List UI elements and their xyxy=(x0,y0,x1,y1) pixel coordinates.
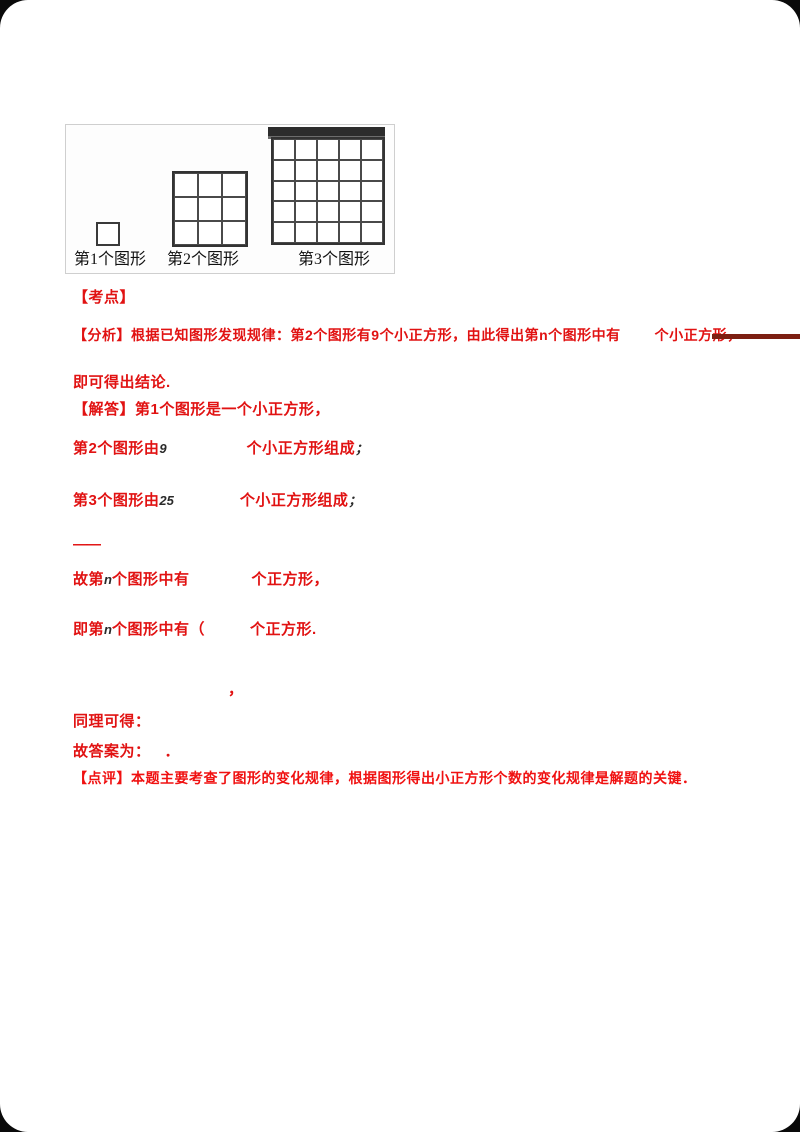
figure-2-label: 第2个图形 xyxy=(167,251,240,268)
figure-1-label: 第1个图形 xyxy=(74,251,147,268)
ink-var-n: n xyxy=(104,572,112,587)
answer-line-2-suffix: 个小正方形组成 xyxy=(246,440,356,457)
figure-3-grid xyxy=(271,137,385,245)
analysis-overflow-rule xyxy=(712,334,800,339)
answer-line-3: 第3个图形由25 个小正方形组成； xyxy=(73,489,361,510)
answer-line-3-prefix: 第3个图形由 xyxy=(73,492,160,509)
analysis-text-2: 个小正方形， xyxy=(654,327,742,343)
exam-point-header: 【考点】 xyxy=(73,289,136,306)
answer-line-5: 即第n个图形中有（ 个正方形. xyxy=(73,618,317,639)
missing-formula-gap xyxy=(205,633,250,634)
answer-line-5-p3: 个正方形. xyxy=(249,621,317,638)
ellipsis-dash: —— xyxy=(73,536,101,553)
answer-line-4: 故第n个图形中有 个正方形， xyxy=(73,568,329,589)
ink-answer-9: 9 xyxy=(159,441,167,456)
missing-formula-gap xyxy=(174,504,240,505)
missing-formula-gap xyxy=(189,583,251,584)
figure-1-grid xyxy=(96,222,120,246)
missing-formula-gap xyxy=(621,339,655,340)
answer-line-1: 【解答】第1个图形是一个小正方形， xyxy=(73,401,330,418)
answer-line-7: 故答案为： ． xyxy=(73,740,180,761)
figure-2-grid xyxy=(172,171,248,247)
answer-line-4-p3: 个正方形， xyxy=(251,571,329,588)
comment-line: 【点评】本题主要考查了图形的变化规律，根据图形得出小正方形个数的变化规律是解题的… xyxy=(73,770,697,786)
ink-var-n: n xyxy=(104,622,112,637)
figure-panel: 第1个图形 第2个图形 第3个图形 xyxy=(65,124,395,274)
figure-3-top-bar xyxy=(268,127,385,136)
answer-line-4-p1: 故第 xyxy=(73,571,105,588)
ink-tail: ； xyxy=(355,441,369,456)
answer-line-3-suffix: 个小正方形组成 xyxy=(239,492,349,509)
answer-line-2: 第2个图形由9 个小正方形组成； xyxy=(73,437,368,458)
ink-tail: ； xyxy=(348,493,362,508)
answer-line-7-tail: ． xyxy=(164,743,181,760)
answer-line-7-prefix: 故答案为： xyxy=(73,743,151,760)
answer-line-2-prefix: 第2个图形由 xyxy=(73,440,160,457)
missing-formula-gap xyxy=(167,452,247,453)
answer-line-5-p1: 即第 xyxy=(73,621,105,638)
answer-line-5-p2: 个图形中有（ xyxy=(111,621,205,638)
ink-answer-25: 25 xyxy=(159,493,174,508)
answer-line-4-p2: 个图形中有 xyxy=(111,571,190,588)
figure-3-label: 第3个图形 xyxy=(298,251,371,268)
analysis-text-1: 【分析】根据已知图形发现规律：第2个图形有9个小正方形，由此得出第n个图形中有 xyxy=(73,327,621,343)
answer-line-6: 同理可得： xyxy=(73,713,151,730)
analysis-line: 【分析】根据已知图形发现规律：第2个图形有9个小正方形，由此得出第n个图形中有 个… xyxy=(73,325,742,345)
missing-formula-gap xyxy=(151,755,165,756)
analysis-conclusion: 即可得出结论. xyxy=(73,374,171,391)
stray-comma: ， xyxy=(228,681,244,698)
